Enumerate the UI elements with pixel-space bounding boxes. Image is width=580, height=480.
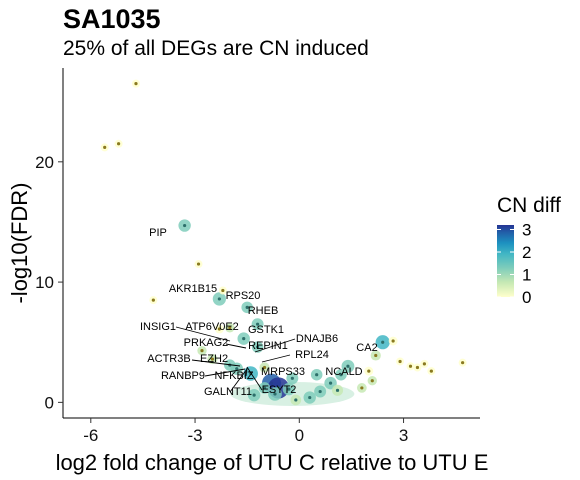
gene-label: NFKBIZ [214,370,253,382]
data-point [375,335,390,350]
gene-label: GALNT11 [204,386,252,398]
y-tick-label: 10 [35,273,54,292]
data-point [237,332,250,345]
data-point [114,139,123,148]
y-ticks: 0 10 20 [35,153,63,412]
leader-line [261,354,291,363]
data-point [241,301,253,314]
data-point [406,362,415,371]
leader-line [204,368,246,377]
data-point [413,363,422,372]
gene-labels: PIP AKR1B15 RPS20 RHEB INSIG1 ATP6V0E2 GSTK1 DN… [140,227,378,398]
chart-title: SA1035 [63,4,161,34]
data-point [331,384,344,396]
leader-lines [175,326,296,393]
gene-label: RPL24 [295,349,329,361]
data-point [268,387,282,401]
data-point [149,296,158,305]
legend-title: CN diff [497,194,561,217]
legend-ticks: 0 1 2 3 [497,221,531,307]
data-point [100,143,109,152]
gene-label: REPIN1 [248,340,288,352]
gene-label: RHEB [248,305,279,317]
gene-label: EZH2 [200,353,228,365]
gene-label: PIP [149,227,167,239]
data-point [458,358,467,367]
points-layer [100,79,467,406]
data-point [427,367,436,376]
gene-label: ACTR3B [147,353,190,365]
data-point [367,376,377,386]
data-point [388,336,398,346]
x-ticks: -6 -3 0 3 [83,418,408,445]
y-axis-label: -log10(FDR) [7,182,32,303]
data-point [194,260,203,269]
leader-line [191,359,241,367]
gene-label: ESYT2 [262,384,297,396]
leader-line [246,366,263,391]
data-point [290,394,302,406]
data-point [259,362,270,373]
x-tick-label: 3 [399,426,408,445]
gene-label: PRKAG2 [184,337,229,349]
legend-tick-label: 1 [522,266,531,285]
gene-label: ATP6V0E2 [185,321,239,333]
legend: CN diff 0 1 2 3 [497,194,561,307]
data-point [225,323,235,333]
data-point [364,366,374,376]
data-point [282,382,296,396]
gene-label: RPS20 [226,290,261,302]
data-point [178,219,191,232]
chart-subtitle: 25% of all DEGs are CN induced [63,37,369,60]
legend-colorbar [497,225,514,297]
data-point [131,79,140,88]
data-point [303,391,316,404]
legend-tick-label: 3 [522,221,531,240]
data-point [214,324,224,334]
x-tick-label: -6 [83,426,98,445]
data-point [258,382,271,394]
y-tick-label: 0 [45,393,54,412]
gene-label: INSIG1 [140,321,176,333]
data-point [396,357,405,366]
data-point [218,286,227,295]
data-point [247,388,261,402]
leader-line [175,326,231,342]
legend-tick-label: 0 [522,288,531,307]
data-point [314,385,327,398]
leader-line [225,343,247,349]
data-point [324,376,337,390]
data-point [286,372,299,385]
data-point [370,350,381,361]
data-point [335,368,347,381]
data-point [207,353,218,365]
y-tick-label: 20 [35,153,54,172]
leader-line [229,368,248,393]
data-point [212,292,227,306]
x-axis-label: log2 fold change of UTU C relative to UT… [56,450,489,475]
data-point [420,359,429,368]
data-point [356,383,367,393]
gene-label: GSTK1 [248,324,284,336]
gene-label: RANBP9 [161,370,205,382]
legend-tick-label: 2 [522,243,531,262]
data-point [251,318,264,331]
x-tick-label: -3 [187,426,202,445]
data-point [197,345,207,356]
gene-label: MRPS33 [261,366,305,378]
leader-line [254,338,296,353]
data-point [341,359,355,373]
x-tick-label: 0 [295,426,304,445]
gene-label: CA2 [356,342,377,354]
gene-label: NCALD [325,366,362,378]
gene-label: DNAJB6 [296,333,338,345]
gene-label: AKR1B15 [169,283,217,295]
data-point [310,368,323,381]
